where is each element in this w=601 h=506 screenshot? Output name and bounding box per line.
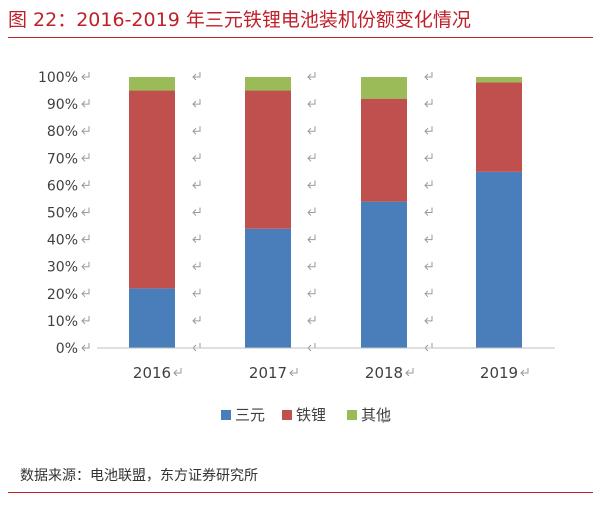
legend: 三元 铁锂 其他 — [221, 406, 391, 424]
return-mark-icon — [192, 99, 201, 108]
return-mark-icon — [192, 288, 201, 298]
return-mark-icon — [289, 368, 298, 377]
return-mark-icon — [307, 99, 316, 108]
return-mark-icon — [81, 343, 90, 352]
y-axis-ticks: 0% 10% 20% 30% 40% 50% 60% 70% 80% 90% 100% — [38, 70, 78, 357]
y-tick-label: 90% — [47, 97, 78, 113]
return-mark-icon — [424, 99, 433, 108]
return-mark-icon — [424, 126, 433, 135]
return-mark-icon — [81, 315, 90, 325]
return-mark-icon — [81, 261, 90, 271]
return-mark-icon — [307, 234, 316, 243]
return-mark-icon — [424, 153, 433, 162]
legend-swatch — [347, 410, 357, 420]
return-mark-icon — [192, 315, 201, 325]
return-mark-icon — [307, 72, 316, 81]
return-mark-icon — [307, 180, 316, 189]
y-tick-label: 20% — [47, 287, 78, 303]
y-tick-label: 10% — [47, 314, 78, 330]
return-mark-icon — [424, 288, 433, 298]
return-mark-icon — [380, 415, 389, 424]
return-mark-icon — [173, 368, 182, 377]
return-mark-icon — [307, 207, 316, 216]
return-mark-icon — [192, 153, 201, 162]
return-mark-icon — [192, 343, 201, 352]
y-tick-label: 30% — [47, 260, 78, 276]
bar-segment-2016-1 — [129, 288, 175, 348]
return-mark-icon — [307, 153, 316, 162]
figure-title: 图 22：2016-2019 年三元铁锂电池装机份额变化情况 — [8, 9, 471, 31]
y-tick-label: 80% — [47, 124, 78, 140]
y-tick-label: 0% — [56, 341, 78, 357]
return-mark-icon — [192, 234, 201, 243]
return-mark-icon — [81, 126, 90, 135]
source-note: 数据来源：电池联盟，东方证券研究所 — [20, 468, 258, 484]
return-mark-icon — [192, 261, 201, 271]
bar-segment-2016-2 — [129, 90, 175, 289]
return-mark-icon — [424, 180, 433, 189]
return-mark-icon — [424, 261, 433, 271]
return-mark-icon — [307, 288, 316, 298]
legend-swatch — [282, 410, 292, 420]
y-tick-label: 50% — [47, 206, 78, 222]
bar-segment-2019-2 — [476, 82, 522, 172]
return-mark-icon — [424, 72, 433, 81]
return-mark-icon — [424, 207, 433, 216]
bar-segment-2018-1 — [361, 201, 407, 348]
bar-segment-2017-2 — [245, 90, 291, 229]
y-tick-label: 60% — [47, 178, 78, 194]
bar-segment-2017-3 — [245, 77, 291, 91]
bars — [129, 77, 522, 348]
return-mark-icon — [405, 368, 414, 377]
return-mark-icon — [192, 207, 201, 216]
title-divider — [8, 37, 593, 38]
x-tick-label: 2017 — [249, 364, 287, 382]
bar-segment-2018-3 — [361, 77, 407, 99]
return-mark-icon — [81, 207, 90, 216]
return-marks — [81, 72, 433, 352]
legend-label: 其他 — [361, 406, 391, 424]
return-mark-icon — [81, 72, 90, 81]
footer-divider — [8, 492, 593, 493]
return-mark-icon — [307, 126, 316, 135]
return-mark-icon — [192, 180, 201, 189]
x-tick-label: 2019 — [480, 364, 518, 382]
y-tick-label: 100% — [38, 70, 78, 86]
x-axis-ticks: 2016 2017 2018 2019 — [133, 364, 529, 382]
return-mark-icon — [424, 234, 433, 243]
return-mark-icon — [192, 126, 201, 135]
bar-segment-2017-1 — [245, 228, 291, 348]
return-mark-icon — [520, 368, 529, 377]
bar-segment-2016-3 — [129, 77, 175, 91]
return-mark-icon — [81, 99, 90, 108]
return-mark-icon — [424, 343, 433, 352]
return-mark-icon — [81, 180, 90, 189]
return-mark-icon — [307, 261, 316, 271]
return-mark-icon — [307, 315, 316, 325]
bar-segment-2018-2 — [361, 98, 407, 202]
return-mark-icon — [424, 315, 433, 325]
x-tick-label: 2018 — [365, 364, 403, 382]
bar-segment-2019-3 — [476, 77, 522, 83]
legend-label: 铁锂 — [296, 406, 326, 424]
legend-swatch — [221, 410, 231, 420]
bar-segment-2019-1 — [476, 171, 522, 348]
return-mark-icon — [307, 343, 316, 352]
legend-label: 三元 — [235, 406, 265, 424]
y-tick-label: 70% — [47, 151, 78, 167]
return-mark-icon — [192, 72, 201, 81]
return-mark-icon — [81, 288, 90, 298]
x-tick-label: 2016 — [133, 364, 171, 382]
return-mark-icon — [81, 153, 90, 162]
return-mark-icon — [81, 234, 90, 243]
y-tick-label: 40% — [47, 233, 78, 249]
